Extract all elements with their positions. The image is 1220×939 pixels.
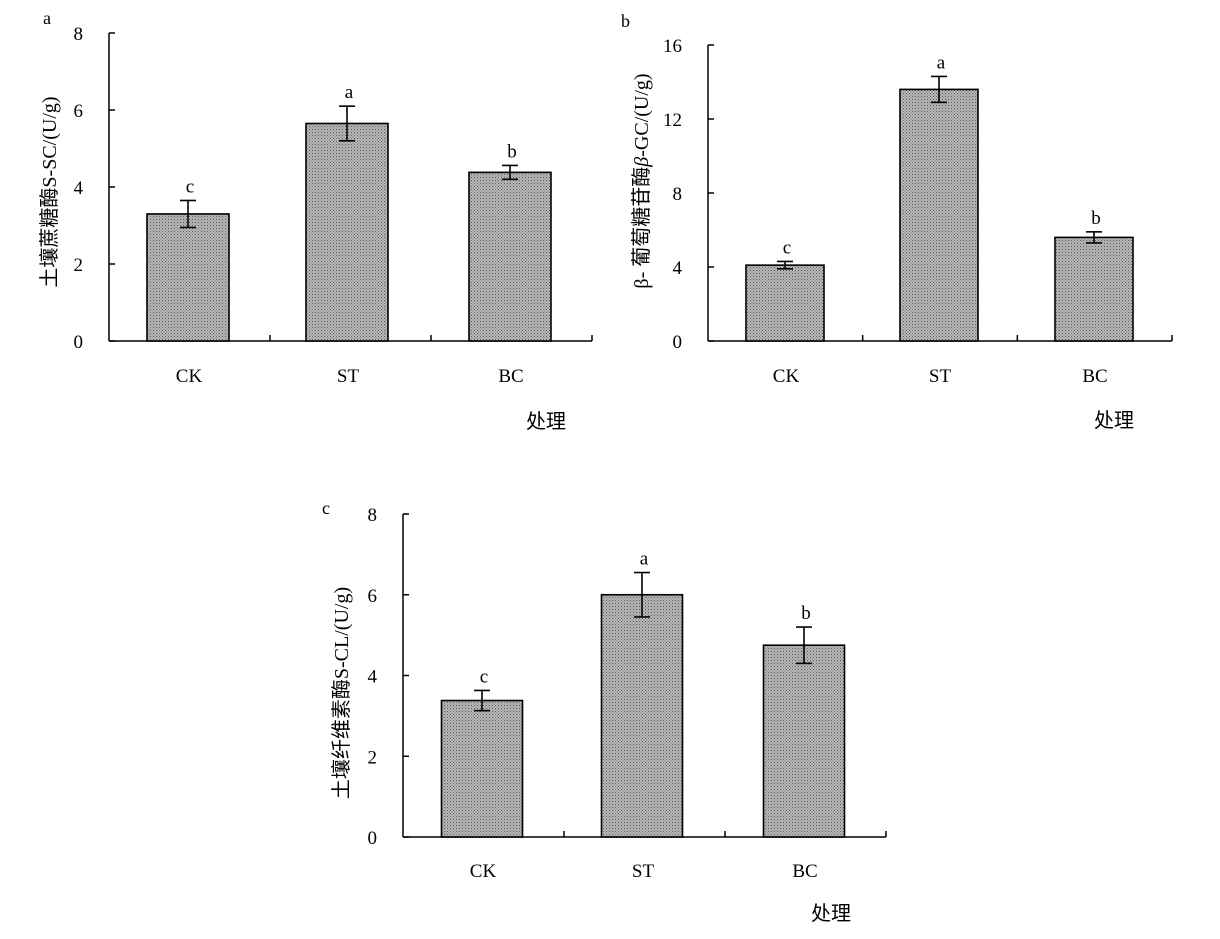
y-tick-label: 8 — [74, 24, 84, 45]
bar — [899, 88, 979, 342]
plot-area-b: 0 4 8 12 16 c CK a ST b BC — [663, 36, 1173, 387]
x-axis-title: 处理 — [1094, 409, 1134, 432]
y-axis-title: 土壤蔗糖酶S-SC/(U/g) — [38, 96, 61, 287]
x-axis-title: 处理 — [526, 410, 566, 433]
bar — [440, 699, 524, 838]
panel-letter: a — [43, 8, 51, 28]
y-tick-label: 2 — [368, 747, 378, 768]
x-axis-title: 处理 — [811, 902, 851, 925]
plot-area-a: 0 2 4 6 8 c CK a ST b BC — [74, 24, 593, 387]
x-tick-label: CK — [176, 366, 203, 387]
significance-label: a — [640, 549, 649, 570]
y-tick-label: 8 — [368, 505, 378, 526]
y-axis-title-suffix: -GC/(U/g) — [631, 73, 653, 156]
y-axis-title: 土壤纤维素酶S-CL/(U/g) — [330, 587, 353, 799]
bar — [1054, 236, 1134, 342]
y-tick-label: 0 — [74, 332, 84, 353]
significance-label: b — [507, 141, 517, 162]
panel-letter: b — [621, 11, 630, 31]
y-tick-label: 0 — [368, 828, 378, 849]
x-tick-label: CK — [470, 861, 497, 882]
panel-c: c 0 2 4 6 8 c CK a ST b BC 土壤纤维素酶S-CL/(U/g) 处理 — [322, 498, 887, 925]
bar — [745, 264, 825, 342]
y-tick-label: 4 — [74, 178, 84, 199]
y-tick-label: 4 — [368, 667, 378, 688]
x-tick-label: BC — [498, 366, 523, 387]
significance-label: c — [186, 176, 194, 197]
significance-label: a — [345, 82, 354, 103]
y-tick-label: 16 — [663, 36, 682, 57]
y-tick-label: 0 — [673, 332, 683, 353]
bar — [762, 644, 846, 838]
significance-label: c — [480, 666, 488, 687]
significance-label: b — [801, 603, 811, 624]
x-tick-label: BC — [792, 861, 817, 882]
y-tick-label: 6 — [74, 101, 84, 122]
bar — [468, 171, 552, 342]
bar — [305, 122, 389, 342]
y-axis-title-italic: β — [631, 157, 653, 168]
y-tick-label: 6 — [368, 586, 378, 607]
y-tick-label: 12 — [663, 110, 682, 131]
y-tick-label: 8 — [673, 184, 683, 205]
bar — [146, 213, 230, 342]
panel-a: a 0 2 4 6 8 c CK a ST b BC 土壤蔗糖酶S-SC/(U/g) 处理 — [38, 8, 593, 433]
x-tick-label: ST — [337, 366, 360, 387]
y-axis-title-main: - 葡萄糖苷酶 — [630, 167, 653, 279]
x-tick-label: CK — [773, 366, 800, 387]
significance-label: a — [937, 52, 946, 73]
y-axis-title: β- 葡萄糖苷酶β-GC/(U/g) — [630, 73, 653, 288]
significance-label: c — [783, 237, 791, 258]
x-tick-label: ST — [632, 861, 655, 882]
x-tick-label: ST — [929, 366, 952, 387]
y-axis-title-prefix: β — [631, 278, 653, 288]
significance-label: b — [1091, 208, 1101, 229]
bar — [600, 593, 684, 838]
x-tick-label: BC — [1082, 366, 1107, 387]
y-tick-label: 4 — [673, 258, 683, 279]
y-tick-label: 2 — [74, 255, 84, 276]
panel-letter: c — [322, 498, 330, 518]
plot-area-c: 0 2 4 6 8 c CK a ST b BC — [368, 505, 887, 882]
